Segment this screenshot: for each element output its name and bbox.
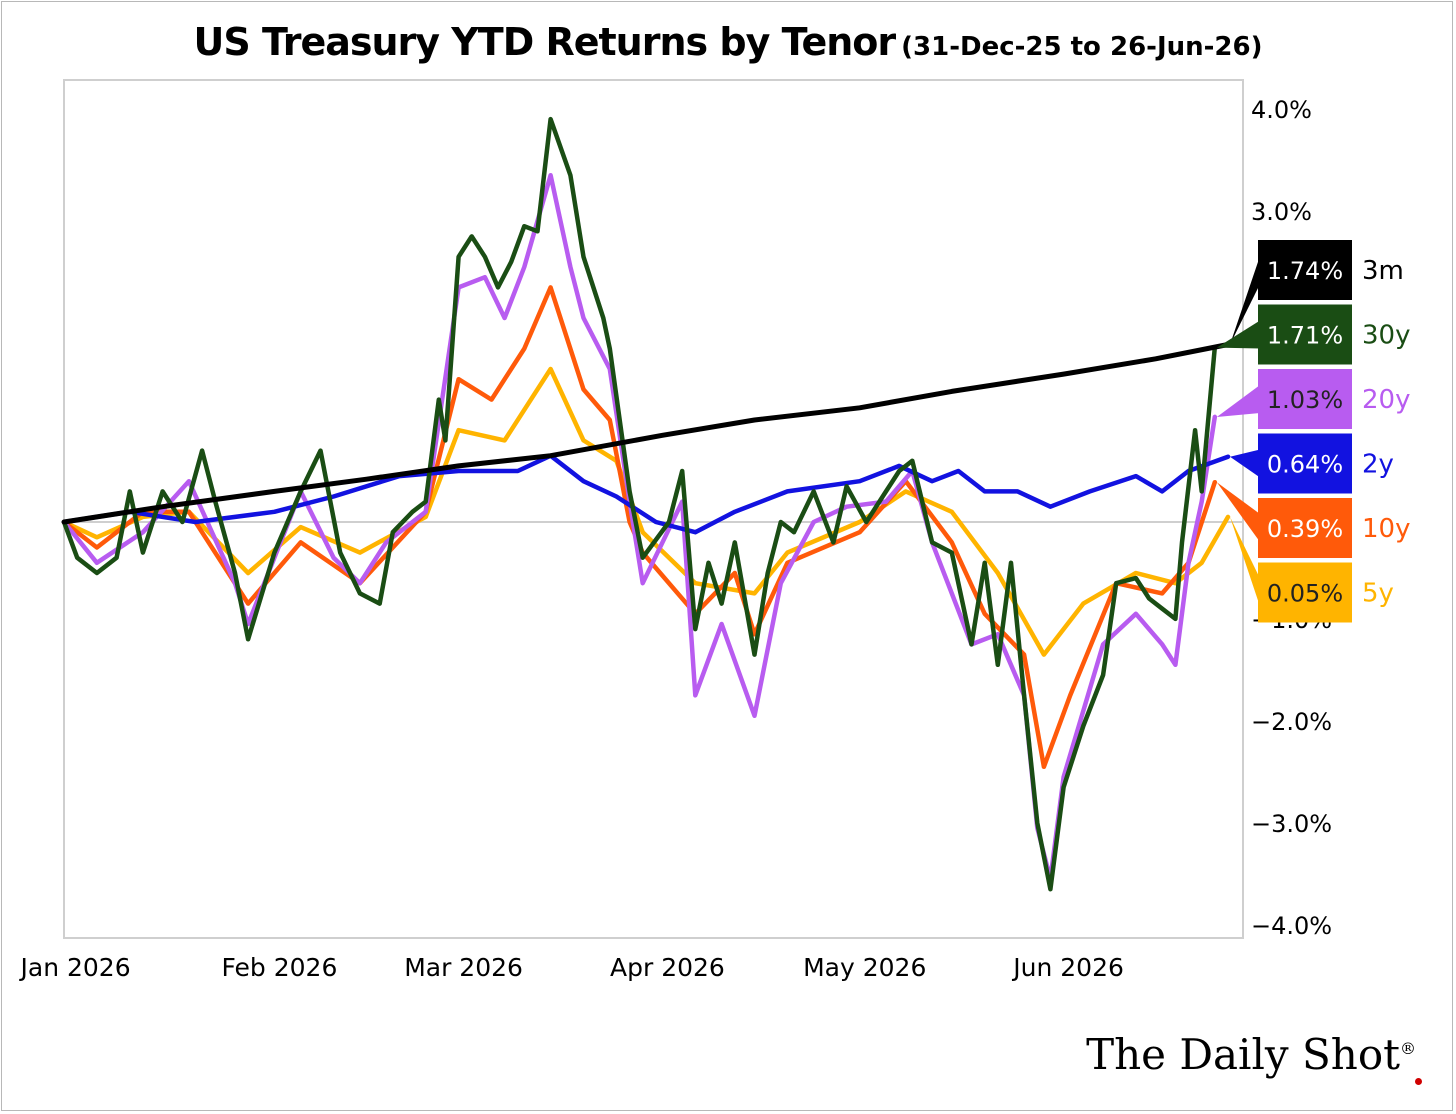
brand-dot [1415,1078,1422,1085]
tag-value-5y: 0.05% [1267,580,1343,608]
tag-name-10y: 10y [1362,514,1410,544]
tag-name-20y: 20y [1362,385,1410,415]
tag-box-2y [1258,433,1352,494]
y-tick-label: −3.0% [1251,810,1332,838]
tag-pointer-10y [1216,482,1260,542]
tag-box-10y [1258,498,1352,558]
chart-subtitle: (31-Dec-25 to 26-Jun-26) [901,32,1263,62]
brand-name: The Daily Shot [1086,1030,1400,1079]
x-tick-label: Jan 2026 [19,953,131,982]
tag-pointer-20y [1216,385,1260,417]
tag-pointer-3m [1230,256,1260,345]
series-line-2y [61,453,1231,535]
tag-pointer-5y [1230,516,1260,607]
series-line-3m [61,342,1231,525]
y-tick-label: −2.0% [1251,708,1332,736]
x-tick-label: Apr 2026 [610,953,725,982]
tag-name-2y: 2y [1362,450,1394,480]
tag-box-3m [1258,240,1352,300]
brand-logo: The Daily Shot® [1086,1030,1416,1079]
tag-name-5y: 5y [1362,579,1394,609]
series-line-30y [61,116,1218,892]
tag-name-30y: 30y [1362,321,1410,351]
y-tick-label: 4.0% [1251,96,1312,124]
tag-value-3m: 1.74% [1267,257,1343,285]
chart-title-row: US Treasury YTD Returns by Tenor (31-Dec-… [0,20,1456,64]
tag-value-2y: 0.64% [1267,451,1343,479]
tag-pointer-2y [1230,449,1260,478]
series-line-5y [61,366,1231,657]
x-tick-label: Mar 2026 [404,953,523,982]
tag-value-20y: 1.03% [1267,386,1343,414]
x-tick-label: May 2026 [803,953,926,982]
brand-mark: ® [1400,1039,1416,1058]
x-tick-label: Feb 2026 [222,953,338,982]
tag-value-10y: 0.39% [1267,515,1343,543]
tag-box-5y [1258,562,1352,623]
plot-area [63,79,1244,939]
tag-box-30y [1258,304,1352,365]
tag-pointer-30y [1216,320,1260,349]
y-tick-label: −4.0% [1251,912,1332,940]
y-tick-label: 3.0% [1251,198,1312,226]
tag-box-20y [1258,369,1352,429]
x-tick-label: Jun 2026 [1011,953,1124,982]
tag-name-3m: 3m [1362,256,1404,286]
tag-value-30y: 1.71% [1267,322,1343,350]
chart-title: US Treasury YTD Returns by Tenor [193,20,897,64]
